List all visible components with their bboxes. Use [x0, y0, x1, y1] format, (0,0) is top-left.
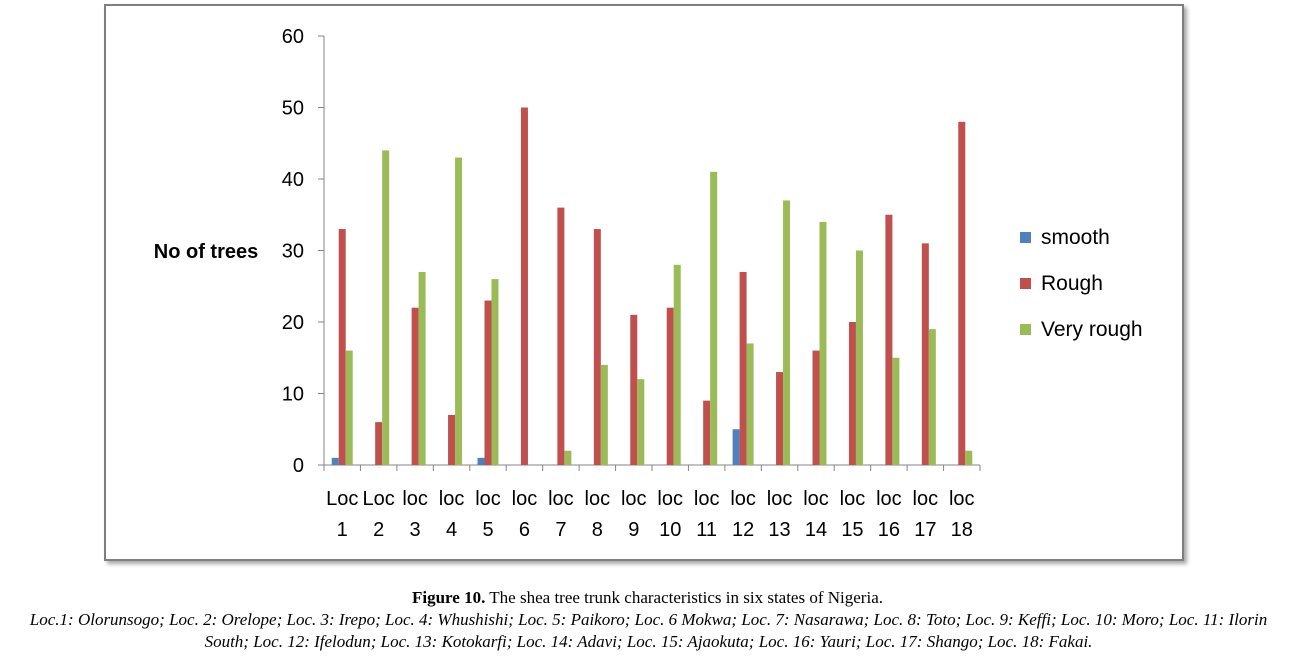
- legend-swatch-very-rough: [1020, 324, 1031, 335]
- x-tick-label-number: 9: [628, 519, 639, 541]
- bar-rough: [630, 314, 638, 465]
- legend-label-very-rough: Very rough: [1041, 318, 1143, 341]
- x-tick-label-number: 14: [805, 519, 827, 541]
- legend-label-smooth: smooth: [1041, 226, 1110, 249]
- x-tick-label: loc: [548, 488, 574, 510]
- y-tick-label: 0: [293, 455, 304, 477]
- x-tick-label: loc: [803, 488, 829, 510]
- x-tick-label: loc: [475, 488, 501, 510]
- bar-rough: [666, 307, 674, 465]
- bar-rough: [448, 414, 456, 465]
- bar-very-rough: [673, 264, 681, 465]
- x-tick-label-number: 12: [732, 519, 754, 541]
- bar-smooth: [732, 429, 740, 465]
- bar-very-rough: [965, 450, 973, 465]
- x-tick-label-number: 18: [951, 519, 973, 541]
- x-tick-label: loc: [767, 488, 793, 510]
- bar-very-rough: [746, 343, 754, 465]
- bar-very-rough: [345, 350, 353, 465]
- x-tick-label-number: 17: [914, 519, 936, 541]
- bar-rough: [812, 350, 820, 465]
- x-tick-label: loc: [439, 488, 465, 510]
- bar-rough: [739, 271, 747, 465]
- bar-smooth: [331, 457, 339, 465]
- bar-rough: [520, 107, 528, 465]
- x-tick-label-number: 10: [659, 519, 681, 541]
- location-legend-note: Loc.1: Olorunsogo; Loc. 2: Orelope; Loc.…: [29, 610, 1268, 651]
- legend-swatch-smooth: [1020, 232, 1031, 243]
- y-tick-label: 30: [282, 241, 304, 263]
- bar-rough: [484, 300, 492, 465]
- x-tick-label: loc: [730, 488, 756, 510]
- bar-very-rough: [855, 250, 863, 465]
- x-tick-label: loc: [585, 488, 611, 510]
- bar-very-rough: [564, 450, 572, 465]
- bar-very-rough: [892, 357, 900, 465]
- bar-rough: [411, 307, 419, 465]
- bar-chart: 0 10 20 30 40 50 60 No of trees Loc 1 Loc 2 loc 3 loc 4…: [154, 26, 1143, 541]
- x-tick-label: Loc: [363, 488, 395, 510]
- x-tick-label-number: 13: [768, 519, 790, 541]
- bar-rough: [885, 214, 893, 465]
- y-tick-label: 40: [282, 169, 304, 191]
- y-tick-label: 50: [282, 98, 304, 120]
- x-tick-label: loc: [621, 488, 647, 510]
- x-tick-label: loc: [840, 488, 866, 510]
- bar-rough: [375, 422, 383, 465]
- bar-rough: [703, 400, 711, 465]
- x-tick-label-number: 4: [446, 519, 457, 541]
- x-tick-label-number: 1: [337, 519, 348, 541]
- bar-very-rough: [928, 329, 936, 465]
- bar-very-rough: [600, 364, 608, 465]
- bar-very-rough: [382, 150, 390, 465]
- chart-frame: 0 10 20 30 40 50 60 No of trees Loc 1 Loc 2 loc 3 loc 4…: [104, 4, 1184, 561]
- y-axis-title: No of trees: [154, 241, 258, 263]
- x-tick-label: loc: [657, 488, 683, 510]
- x-tick-label: Loc: [326, 488, 358, 510]
- bar-very-rough: [819, 221, 827, 465]
- bar-very-rough: [637, 379, 645, 465]
- legend-label-rough: Rough: [1041, 272, 1103, 295]
- bar-very-rough: [783, 200, 791, 465]
- bar-smooth: [477, 457, 485, 465]
- bar-rough: [338, 229, 346, 465]
- bar-rough: [958, 121, 966, 466]
- x-tick-label: loc: [512, 488, 538, 510]
- bar-very-rough: [710, 171, 718, 465]
- bar-rough: [557, 207, 565, 465]
- legend-swatch-rough: [1020, 278, 1031, 289]
- caption-text: The shea tree trunk characteristics in s…: [485, 588, 883, 607]
- x-tick-label-number: 5: [482, 519, 493, 541]
- figure-caption: Figure 10. The shea tree trunk character…: [0, 588, 1295, 608]
- caption-label: Figure 10.: [412, 588, 486, 607]
- x-tick-label-number: 3: [410, 519, 421, 541]
- x-tick-label-number: 7: [555, 519, 566, 541]
- bar-very-rough: [418, 271, 426, 465]
- x-tick-label: loc: [876, 488, 902, 510]
- bar-rough: [593, 229, 601, 465]
- bar-rough: [848, 322, 856, 465]
- x-tick-label: loc: [949, 488, 975, 510]
- x-tick-label: loc: [402, 488, 428, 510]
- bar-rough: [921, 243, 929, 465]
- x-tick-label-number: 8: [592, 519, 603, 541]
- x-tick-label-number: 15: [841, 519, 863, 541]
- bar-very-rough: [491, 279, 499, 465]
- x-tick-label-number: 2: [373, 519, 384, 541]
- y-tick-label: 20: [282, 312, 304, 334]
- bar-rough: [776, 372, 784, 465]
- x-tick-label-number: 16: [878, 519, 900, 541]
- x-tick-label: loc: [913, 488, 939, 510]
- bar-very-rough: [455, 157, 463, 466]
- x-tick-label-number: 11: [696, 519, 717, 541]
- x-tick-label-number: 6: [519, 519, 530, 541]
- y-tick-label: 10: [282, 384, 304, 406]
- y-tick-label: 60: [282, 26, 304, 48]
- x-tick-label: loc: [694, 488, 720, 510]
